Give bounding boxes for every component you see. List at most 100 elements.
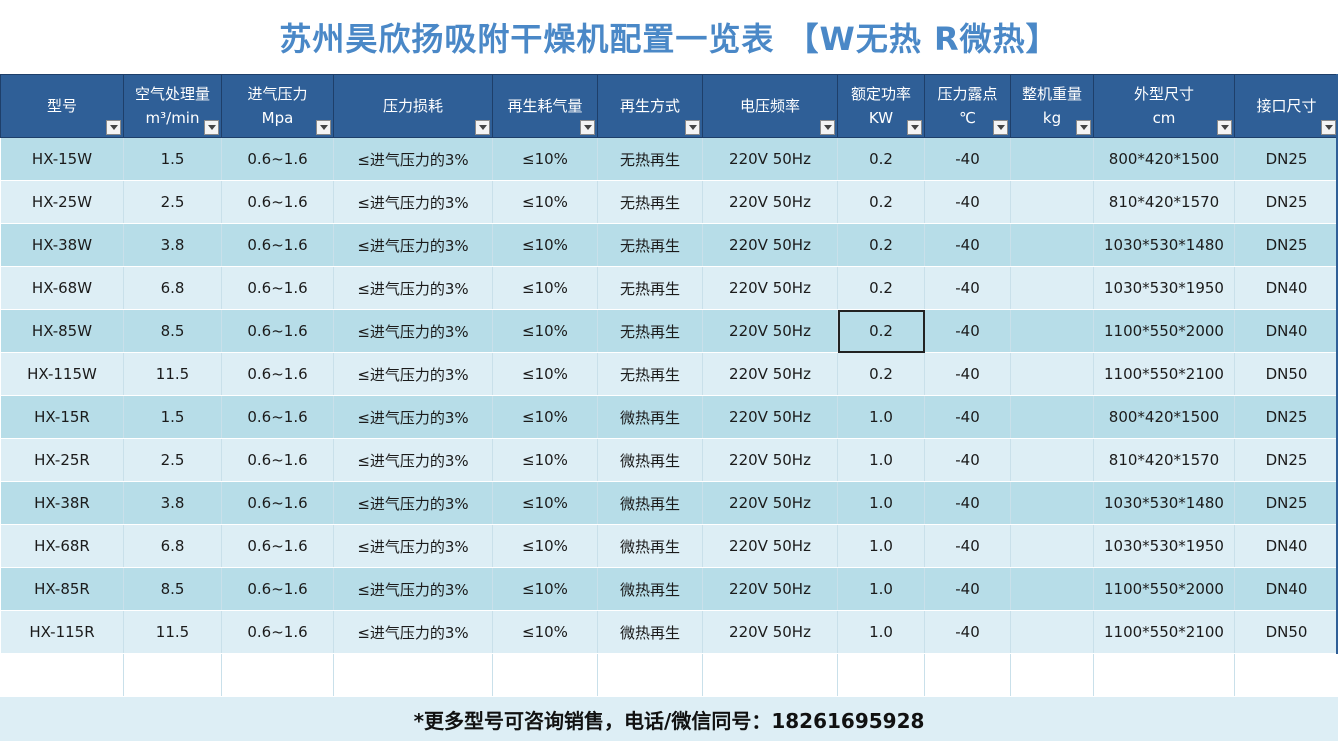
table-cell[interactable]: 0.6~1.6: [221, 524, 334, 568]
table-cell[interactable]: [1010, 567, 1094, 611]
table-cell[interactable]: DN40: [1234, 524, 1338, 568]
table-cell[interactable]: -40: [924, 610, 1011, 654]
table-cell[interactable]: ≤10%: [492, 180, 598, 224]
table-cell[interactable]: 1030*530*1480: [1093, 481, 1235, 525]
table-cell[interactable]: 1100*550*2100: [1093, 352, 1235, 396]
table-cell[interactable]: DN50: [1234, 352, 1338, 396]
table-cell[interactable]: -40: [924, 180, 1011, 224]
table-cell[interactable]: 微热再生: [597, 481, 703, 525]
table-cell[interactable]: -40: [924, 438, 1011, 482]
table-cell[interactable]: 0.2: [837, 137, 925, 181]
table-cell[interactable]: 6.8: [123, 524, 222, 568]
column-header[interactable]: 额定功率 KW: [837, 74, 925, 138]
table-cell[interactable]: -40: [924, 481, 1011, 525]
table-cell[interactable]: DN50: [1234, 610, 1338, 654]
column-header[interactable]: 整机重量 kg: [1010, 74, 1094, 138]
table-cell[interactable]: 0.6~1.6: [221, 610, 334, 654]
table-cell[interactable]: ≤10%: [492, 352, 598, 396]
table-cell[interactable]: [1010, 309, 1094, 353]
table-cell[interactable]: 无热再生: [597, 352, 703, 396]
filter-dropdown-button[interactable]: [1217, 120, 1232, 135]
table-cell[interactable]: 0.6~1.6: [221, 352, 334, 396]
table-cell[interactable]: ≤10%: [492, 309, 598, 353]
table-cell[interactable]: 无热再生: [597, 180, 703, 224]
table-cell[interactable]: 1030*530*1950: [1093, 266, 1235, 310]
table-cell[interactable]: HX-85R: [0, 567, 124, 611]
table-cell[interactable]: ≤进气压力的3%: [333, 610, 493, 654]
filter-dropdown-button[interactable]: [1076, 120, 1091, 135]
table-cell[interactable]: DN25: [1234, 481, 1338, 525]
table-cell[interactable]: 220V 50Hz: [702, 352, 838, 396]
table-cell[interactable]: -40: [924, 309, 1011, 353]
table-cell[interactable]: 3.8: [123, 481, 222, 525]
table-cell[interactable]: [1010, 137, 1094, 181]
filter-dropdown-button[interactable]: [907, 120, 922, 135]
empty-cell[interactable]: [221, 653, 334, 697]
table-cell[interactable]: ≤10%: [492, 438, 598, 482]
table-cell[interactable]: -40: [924, 223, 1011, 267]
table-cell[interactable]: 220V 50Hz: [702, 266, 838, 310]
table-cell[interactable]: 810*420*1570: [1093, 180, 1235, 224]
filter-dropdown-button[interactable]: [993, 120, 1008, 135]
filter-dropdown-button[interactable]: [475, 120, 490, 135]
table-cell[interactable]: 0.6~1.6: [221, 137, 334, 181]
table-cell[interactable]: 微热再生: [597, 524, 703, 568]
empty-cell[interactable]: [1093, 653, 1235, 697]
table-cell[interactable]: 220V 50Hz: [702, 223, 838, 267]
table-cell[interactable]: 220V 50Hz: [702, 524, 838, 568]
table-cell[interactable]: 11.5: [123, 610, 222, 654]
table-cell[interactable]: 2.5: [123, 438, 222, 482]
table-cell[interactable]: 无热再生: [597, 223, 703, 267]
empty-cell[interactable]: [333, 653, 493, 697]
table-cell[interactable]: -40: [924, 567, 1011, 611]
table-cell[interactable]: 无热再生: [597, 309, 703, 353]
table-cell[interactable]: -40: [924, 524, 1011, 568]
table-cell[interactable]: 0.2: [837, 180, 925, 224]
table-cell[interactable]: 810*420*1570: [1093, 438, 1235, 482]
column-header[interactable]: 接口尺寸: [1234, 74, 1338, 138]
table-cell[interactable]: 无热再生: [597, 137, 703, 181]
table-cell[interactable]: DN40: [1234, 266, 1338, 310]
table-cell[interactable]: ≤进气压力的3%: [333, 524, 493, 568]
table-cell[interactable]: 0.2: [837, 223, 925, 267]
table-cell[interactable]: [1010, 395, 1094, 439]
table-cell[interactable]: [1010, 352, 1094, 396]
table-cell[interactable]: 微热再生: [597, 567, 703, 611]
table-cell[interactable]: 0.6~1.6: [221, 180, 334, 224]
table-cell[interactable]: 220V 50Hz: [702, 438, 838, 482]
table-cell[interactable]: HX-38R: [0, 481, 124, 525]
table-cell[interactable]: ≤10%: [492, 524, 598, 568]
table-cell[interactable]: [1010, 524, 1094, 568]
table-cell[interactable]: 1100*550*2000: [1093, 567, 1235, 611]
table-cell[interactable]: 0.2: [837, 309, 925, 353]
table-cell[interactable]: ≤进气压力的3%: [333, 309, 493, 353]
filter-dropdown-button[interactable]: [685, 120, 700, 135]
table-cell[interactable]: 微热再生: [597, 610, 703, 654]
column-header[interactable]: 型号: [0, 74, 124, 138]
empty-cell[interactable]: [492, 653, 598, 697]
empty-cell[interactable]: [702, 653, 838, 697]
table-cell[interactable]: ≤进气压力的3%: [333, 567, 493, 611]
table-cell[interactable]: DN40: [1234, 309, 1338, 353]
column-header[interactable]: 压力损耗: [333, 74, 493, 138]
column-header[interactable]: 再生方式: [597, 74, 703, 138]
table-cell[interactable]: 1100*550*2000: [1093, 309, 1235, 353]
column-header[interactable]: 再生耗气量: [492, 74, 598, 138]
table-cell[interactable]: 1.0: [837, 524, 925, 568]
table-cell[interactable]: 1.0: [837, 610, 925, 654]
column-header[interactable]: 压力露点 ℃: [924, 74, 1011, 138]
empty-cell[interactable]: [1010, 653, 1094, 697]
filter-dropdown-button[interactable]: [1321, 120, 1336, 135]
table-cell[interactable]: 220V 50Hz: [702, 567, 838, 611]
table-cell[interactable]: 0.6~1.6: [221, 395, 334, 439]
table-cell[interactable]: 0.6~1.6: [221, 481, 334, 525]
table-cell[interactable]: 1.0: [837, 481, 925, 525]
table-cell[interactable]: 1.5: [123, 395, 222, 439]
table-cell[interactable]: HX-15R: [0, 395, 124, 439]
table-cell[interactable]: HX-38W: [0, 223, 124, 267]
table-cell[interactable]: 220V 50Hz: [702, 610, 838, 654]
filter-dropdown-button[interactable]: [580, 120, 595, 135]
table-cell[interactable]: -40: [924, 395, 1011, 439]
table-cell[interactable]: ≤进气压力的3%: [333, 180, 493, 224]
table-cell[interactable]: HX-15W: [0, 137, 124, 181]
